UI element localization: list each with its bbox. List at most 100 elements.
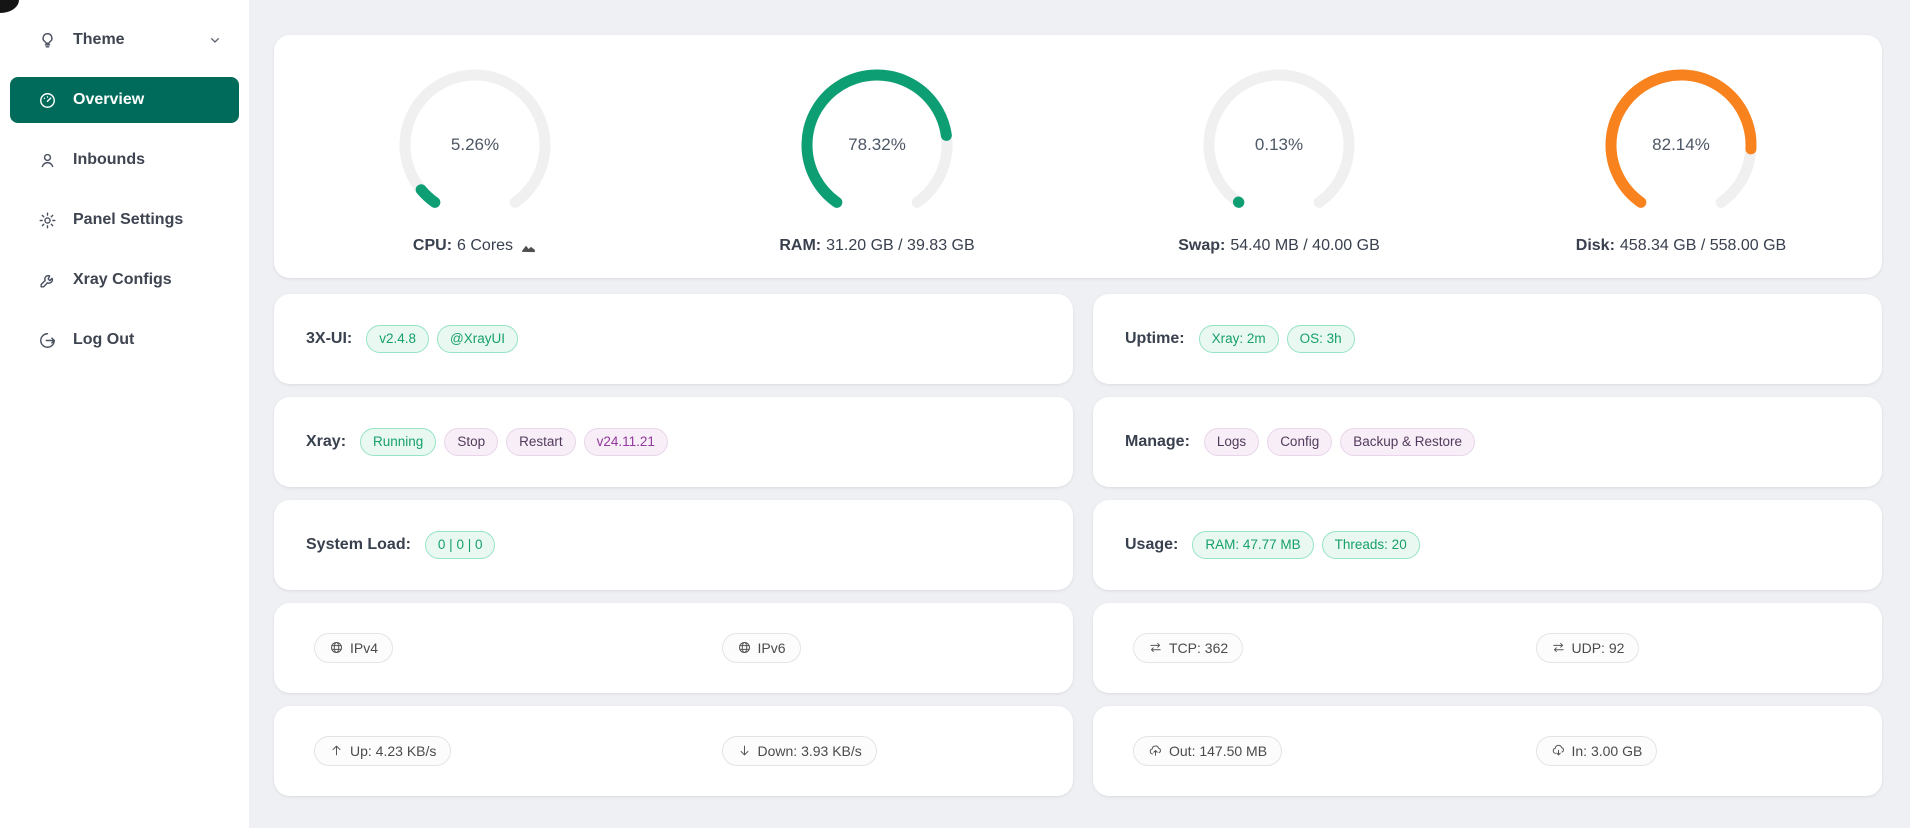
- sidebar-item-log-out[interactable]: Log Out: [10, 317, 239, 363]
- gauge-label-title: CPU:: [412, 237, 453, 254]
- sidebar-item-xray-configs[interactable]: Xray Configs: [10, 257, 239, 303]
- tcp-connections-tag: TCP: 362: [1133, 632, 1244, 664]
- xray-control-card: Xray: Running Stop Restart v24.11.21: [274, 397, 1073, 487]
- gauge-label-value: 54.40 MB / 40.00 GB: [1230, 237, 1380, 254]
- tag-label: Xray: 2m: [1211, 331, 1266, 347]
- sidebar-item-label: Panel Settings: [73, 211, 184, 228]
- tag-label: Stop: [457, 434, 486, 450]
- speed-card: Up: 4.23 KB/s Down: 3.93 KB/s: [274, 706, 1073, 796]
- ram-gauge-dial: 78.32%: [797, 65, 957, 225]
- telegram-channel-tag[interactable]: @XrayUI: [437, 325, 518, 353]
- swap-icon: [1148, 640, 1163, 655]
- traffic-out-tag: Out: 147.50 MB: [1133, 735, 1283, 767]
- arrow-up-icon: [329, 743, 344, 758]
- dashboard-icon: [38, 91, 57, 110]
- usage-card: Usage: RAM: 47.77 MB Threads: 20: [1093, 500, 1882, 590]
- gear-icon: [38, 211, 57, 230]
- tag-label: Backup & Restore: [1353, 434, 1463, 450]
- ram-usage-tag: RAM: 47.77 MB: [1192, 531, 1314, 559]
- gauge-percent: 0.13%: [1254, 135, 1304, 154]
- tag-label: 0 | 0 | 0: [437, 537, 483, 553]
- cpu-gauge: 5.26% CPU: 6 Cores: [274, 65, 676, 278]
- sidebar-item-overview[interactable]: Overview: [10, 77, 239, 123]
- panel-version-tag[interactable]: v2.4.8: [366, 325, 430, 353]
- tag-label: TCP: 362: [1169, 639, 1229, 656]
- area-chart-icon[interactable]: [520, 238, 537, 255]
- sidebar-item-label: Inbounds: [73, 151, 145, 168]
- stat-cell: IPv4: [274, 632, 674, 664]
- os-uptime-tag: OS: 3h: [1286, 325, 1355, 353]
- gauge-label: RAM: 31.20 GB / 39.83 GB: [779, 237, 974, 255]
- cloud-upload-icon: [1148, 743, 1163, 758]
- tag-label: Config: [1280, 434, 1320, 450]
- disk-gauge: 82.14% Disk: 458.34 GB / 558.00 GB: [1480, 65, 1882, 278]
- sidebar: Theme Overview Inbounds Panel Settings Xray …: [0, 0, 250, 828]
- card-label: 3X-UI:: [306, 330, 353, 347]
- tag-label: v24.11.21: [596, 434, 655, 450]
- swap-gauge-dial: 0.13%: [1199, 65, 1359, 225]
- card-label: Usage:: [1125, 536, 1179, 553]
- stat-cell: IPv6: [682, 632, 1082, 664]
- tag-label: Running: [373, 434, 424, 450]
- logout-icon: [38, 331, 57, 350]
- stat-rows: 3X-UI: v2.4.8 @XrayUI Uptime: Xray: 2m OS: 3h…: [274, 294, 1882, 796]
- chevron-down-icon: [207, 32, 223, 48]
- gauge-label-value: 458.34 GB / 558.00 GB: [1619, 237, 1787, 254]
- tag-label: OS: 3h: [1299, 331, 1342, 347]
- stat-cell: TCP: 362: [1093, 632, 1488, 664]
- xray-status-tag: Running: [360, 428, 437, 456]
- ip-card: IPv4 IPv6: [274, 603, 1073, 693]
- traffic-in-tag: In: 3.00 GB: [1535, 735, 1658, 767]
- uptime-card: Uptime: Xray: 2m OS: 3h: [1093, 294, 1882, 384]
- gauge-percent: 78.32%: [848, 135, 906, 154]
- gauge-label: CPU: 6 Cores: [413, 237, 537, 255]
- tag-label: RAM: 47.77 MB: [1205, 537, 1301, 553]
- system-load-tag: 0 | 0 | 0: [424, 531, 496, 559]
- sidebar-nav: Theme Overview Inbounds Panel Settings Xray …: [0, 0, 249, 363]
- gauge-label-title: Disk:: [1575, 237, 1615, 254]
- main-content: 5.26% CPU: 6 Cores 78.32% RAM: 31.20 GB / 39.…: [274, 35, 1882, 796]
- config-button[interactable]: Config: [1267, 428, 1333, 456]
- gauge-percent: 82.14%: [1652, 135, 1710, 154]
- cpu-gauge-dial: 5.26%: [395, 65, 555, 225]
- tag-label: Threads: 20: [1334, 537, 1407, 553]
- bulb-icon: [38, 31, 57, 50]
- udp-connections-tag: UDP: 92: [1535, 632, 1640, 664]
- traffic-card: Out: 147.50 MB In: 3.00 GB: [1093, 706, 1882, 796]
- tag-label: IPv4: [350, 639, 379, 656]
- upload-speed-tag: Up: 4.23 KB/s: [314, 735, 452, 767]
- gauge-label-value: 6 Cores: [457, 237, 514, 254]
- overview-stats-card: 5.26% CPU: 6 Cores 78.32% RAM: 31.20 GB / 39.…: [274, 35, 1882, 278]
- gauge-label-value: 31.20 GB / 39.83 GB: [826, 237, 975, 254]
- sidebar-item-inbounds[interactable]: Inbounds: [10, 137, 239, 183]
- xray-version-tag[interactable]: v24.11.21: [583, 428, 668, 456]
- tag-label: Up: 4.23 KB/s: [350, 742, 437, 759]
- swap-icon: [1551, 640, 1566, 655]
- tag-label: Logs: [1216, 434, 1247, 450]
- swap-gauge: 0.13% Swap: 54.40 MB / 40.00 GB: [1078, 65, 1480, 278]
- tag-label: v2.4.8: [379, 331, 417, 347]
- stat-cell: Up: 4.23 KB/s: [274, 735, 674, 767]
- user-icon: [38, 151, 57, 170]
- sidebar-item-label: Log Out: [73, 331, 135, 348]
- xray-restart-button[interactable]: Restart: [506, 428, 576, 456]
- card-label: Uptime:: [1125, 330, 1185, 347]
- gauge-label: Swap: 54.40 MB / 40.00 GB: [1178, 237, 1380, 255]
- sidebar-item-theme[interactable]: Theme: [10, 17, 239, 63]
- gauge-label: Disk: 458.34 GB / 558.00 GB: [1576, 237, 1786, 255]
- tag-label: In: 3.00 GB: [1571, 742, 1643, 759]
- sidebar-item-panel-settings[interactable]: Panel Settings: [10, 197, 239, 243]
- gauge-label-title: Swap:: [1178, 237, 1226, 254]
- download-speed-tag: Down: 3.93 KB/s: [721, 735, 877, 767]
- connections-card: TCP: 362 UDP: 92: [1093, 603, 1882, 693]
- system-load-card: System Load: 0 | 0 | 0: [274, 500, 1073, 590]
- xray-stop-button[interactable]: Stop: [444, 428, 499, 456]
- disk-gauge-dial: 82.14%: [1601, 65, 1761, 225]
- backup-restore-button[interactable]: Backup & Restore: [1340, 428, 1476, 456]
- tag-label: Down: 3.93 KB/s: [757, 742, 862, 759]
- stat-cell: Out: 147.50 MB: [1093, 735, 1488, 767]
- tag-label: Out: 147.50 MB: [1169, 742, 1268, 759]
- ipv6-tag: IPv6: [721, 632, 801, 664]
- card-label: Xray:: [306, 433, 347, 450]
- logs-button[interactable]: Logs: [1203, 428, 1260, 456]
